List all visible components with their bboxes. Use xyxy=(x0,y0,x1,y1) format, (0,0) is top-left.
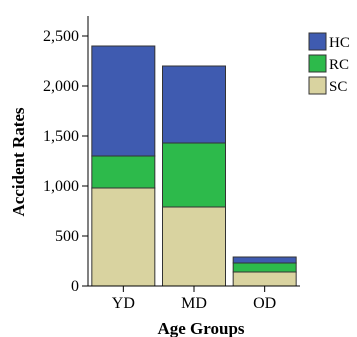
bar-yd-sc xyxy=(91,187,156,287)
x-tick-label: YD xyxy=(112,295,135,312)
legend: HC RC SC xyxy=(308,32,350,95)
y-tick-label: 2,500 xyxy=(43,28,79,45)
y-tick-label: 2,000 xyxy=(43,78,79,95)
bar-od-rc xyxy=(232,262,297,273)
y-tick-label: 0 xyxy=(71,278,79,295)
bars-layer xyxy=(91,45,297,287)
legend-swatch-hc xyxy=(308,32,327,51)
y-tick-label: 1,000 xyxy=(43,178,79,195)
legend-label-rc: RC xyxy=(329,57,349,73)
y-tick-label: 500 xyxy=(55,228,79,245)
legend-label-sc: SC xyxy=(329,79,347,95)
x-tick-label: OD xyxy=(253,295,276,312)
y-tick-label: 1,500 xyxy=(43,128,79,145)
x-axis-title: Age Groups xyxy=(157,319,244,337)
bar-od-sc xyxy=(232,271,297,287)
bar-md-hc xyxy=(162,65,226,144)
bar-od-hc xyxy=(232,256,297,264)
bar-md-rc xyxy=(162,142,226,208)
bar-yd-hc xyxy=(91,45,156,157)
bar-yd-rc xyxy=(91,155,156,189)
axes-layer: 0 500 1,000 1,500 2,000 2,500 YD MD OD xyxy=(43,16,300,312)
legend-swatch-sc xyxy=(308,76,327,95)
legend-label-hc: HC xyxy=(329,35,350,51)
bar-md-sc xyxy=(162,206,226,287)
legend-swatch-rc xyxy=(308,54,327,73)
y-axis-title: Accident Rates xyxy=(9,107,28,216)
x-tick-label: MD xyxy=(181,295,207,312)
